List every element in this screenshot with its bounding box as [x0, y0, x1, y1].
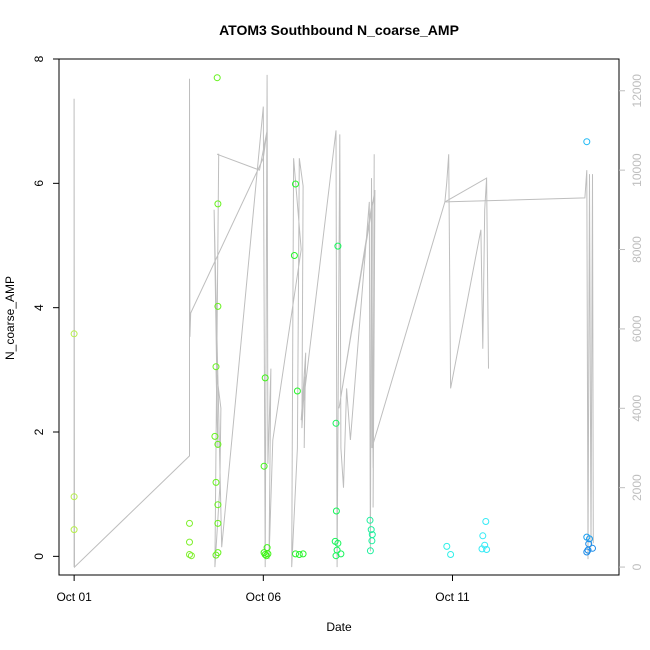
y-tick-label: 0 — [32, 553, 46, 560]
data-point — [443, 542, 451, 550]
data-point — [332, 507, 340, 515]
data-point — [213, 74, 221, 82]
y2-tick-label: 4000 — [630, 395, 644, 422]
x-tick-label: Oct 01 — [56, 590, 92, 604]
data-point — [483, 546, 491, 553]
data-point — [292, 550, 299, 558]
y-axis: 0 2 4 6 8 — [32, 55, 59, 560]
data-point — [212, 551, 220, 559]
secondary-y-axis: 0 2000 4000 6000 8000 10000 12000 — [619, 74, 644, 570]
x-tick-label: Oct 11 — [435, 590, 470, 604]
data-point — [586, 535, 593, 543]
data-point — [214, 440, 222, 448]
y-tick-label: 6 — [32, 180, 46, 187]
data-point — [262, 552, 270, 560]
data-point — [70, 493, 78, 501]
y2-tick-label: 8000 — [630, 236, 644, 263]
data-point — [186, 551, 193, 558]
data-point — [332, 552, 340, 560]
y-tick-label: 8 — [32, 55, 46, 62]
data-point — [583, 138, 591, 146]
data-point — [211, 432, 219, 440]
data-point — [292, 180, 299, 188]
data-point — [186, 538, 193, 546]
data-point — [293, 387, 301, 395]
y2-tick-label: 0 — [630, 563, 644, 570]
data-point — [214, 501, 222, 509]
data-point — [264, 550, 272, 558]
data-point — [584, 546, 592, 554]
y-tick-label: 2 — [32, 428, 46, 435]
y2-tick-label: 2000 — [630, 474, 644, 501]
y-axis-label: N_coarse_AMP — [3, 276, 17, 360]
data-point — [70, 330, 78, 338]
data-point — [260, 462, 268, 470]
data-point — [299, 550, 307, 558]
data-point — [261, 374, 269, 382]
x-tick-label: Oct 06 — [246, 590, 282, 604]
data-point — [334, 242, 342, 250]
data-point — [187, 552, 195, 560]
data-point — [295, 551, 303, 558]
data-point — [367, 526, 375, 534]
y2-tick-label: 6000 — [630, 315, 644, 342]
y2-tick-label: 10000 — [630, 153, 644, 187]
data-point — [70, 526, 78, 534]
data-point — [447, 551, 455, 558]
x-axis: Oct 01 Oct 06 Oct 11 — [56, 575, 470, 604]
data-point — [332, 419, 340, 427]
chart-title: ATOM3 Southbound N_coarse_AMP — [219, 22, 459, 38]
secondary-series-line — [73, 74, 594, 569]
data-point — [212, 478, 220, 486]
y-tick-label: 4 — [32, 304, 46, 311]
data-point — [214, 302, 222, 310]
y2-tick-label: 12000 — [630, 74, 644, 108]
x-axis-label: Date — [326, 620, 352, 634]
data-point — [479, 532, 487, 540]
data-point — [212, 363, 220, 371]
data-point — [334, 539, 342, 547]
data-point — [478, 545, 486, 553]
data-points — [70, 74, 596, 560]
data-point — [214, 519, 222, 527]
data-point — [337, 550, 345, 558]
data-point — [186, 519, 193, 527]
data-point — [366, 547, 374, 555]
data-point — [290, 252, 298, 259]
data-point — [583, 548, 591, 556]
secondary-series — [73, 74, 594, 569]
data-point — [589, 544, 596, 552]
data-point — [368, 537, 376, 545]
data-point — [366, 516, 374, 524]
plot-area-frame — [58, 58, 620, 576]
data-point — [482, 518, 490, 525]
data-point — [261, 551, 269, 558]
data-point — [214, 200, 222, 208]
